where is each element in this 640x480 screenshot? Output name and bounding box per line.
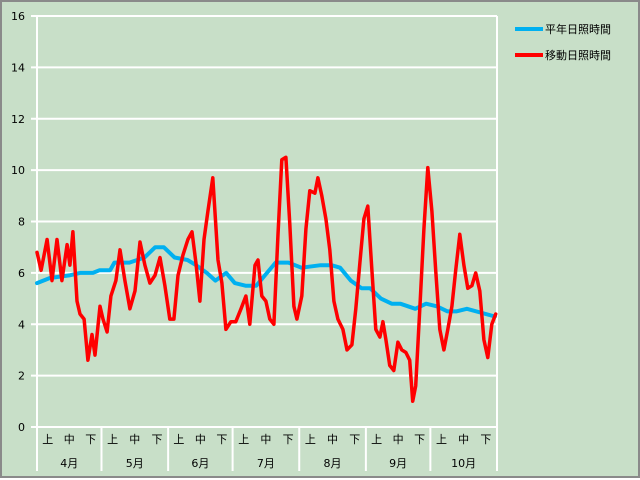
- decade-label: 中: [327, 433, 338, 446]
- decade-label: 中: [458, 433, 469, 446]
- month-label: 7月: [257, 457, 275, 470]
- decade-label: 上: [107, 433, 118, 446]
- legend: 平年日照時間 移動日照時間: [515, 16, 611, 68]
- decade-label: 下: [283, 433, 294, 446]
- decade-label: 中: [260, 433, 271, 446]
- decade-label: 上: [371, 433, 382, 446]
- month-label: 10月: [451, 457, 476, 470]
- decade-label: 下: [152, 433, 163, 446]
- decade-label: 中: [195, 433, 206, 446]
- y-tick-label: 2: [18, 370, 25, 383]
- decade-label: 上: [42, 433, 53, 446]
- legend-label-normal: 平年日照時間: [545, 23, 611, 36]
- series-line-moving: [35, 155, 498, 404]
- month-label: 5月: [126, 457, 144, 470]
- month-label: 8月: [324, 457, 342, 470]
- decade-label: 下: [85, 433, 96, 446]
- decade-label: 上: [238, 433, 249, 446]
- legend-label-moving: 移動日照時間: [545, 49, 611, 62]
- decade-label: 下: [414, 433, 425, 446]
- decade-label: 中: [393, 433, 404, 446]
- legend-item-moving: 移動日照時間: [515, 42, 611, 68]
- y-tick-label: 4: [18, 318, 25, 331]
- y-tick-label: 16: [11, 10, 25, 23]
- y-tick-label: 6: [18, 267, 25, 280]
- legend-swatch-normal: [515, 27, 543, 31]
- month-label: 9月: [389, 457, 407, 470]
- y-tick-label: 10: [11, 164, 25, 177]
- decade-label: 下: [480, 433, 491, 446]
- month-label: 6月: [191, 457, 209, 470]
- decade-label: 上: [305, 433, 316, 446]
- series-line-normal: [35, 245, 497, 319]
- y-tick-label: 0: [18, 421, 25, 434]
- decade-label: 中: [129, 433, 140, 446]
- decade-label: 中: [64, 433, 75, 446]
- y-tick-label: 12: [11, 113, 25, 126]
- y-tick-label: 8: [18, 216, 25, 229]
- y-tick-label: 14: [11, 61, 25, 74]
- month-label: 4月: [60, 457, 78, 470]
- legend-swatch-moving: [515, 53, 543, 57]
- decade-label: 上: [436, 433, 447, 446]
- legend-item-normal: 平年日照時間: [515, 16, 611, 42]
- decade-label: 下: [216, 433, 227, 446]
- decade-label: 下: [349, 433, 360, 446]
- decade-label: 上: [173, 433, 184, 446]
